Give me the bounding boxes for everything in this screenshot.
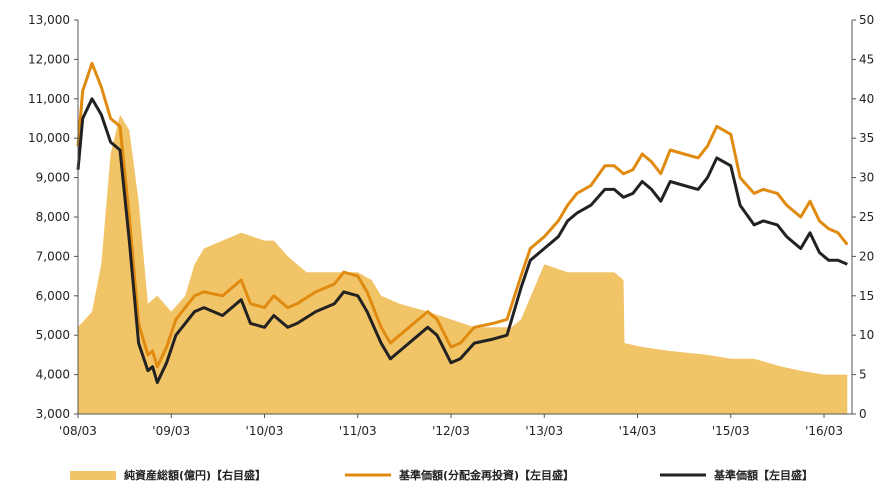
y2-tick-label: 25 xyxy=(859,210,874,224)
y-tick-label: 7,000 xyxy=(36,249,70,263)
x-tick-label: '08/03 xyxy=(59,424,97,438)
legend-label: 純資産総額(億円)【右目盛】 xyxy=(124,468,266,482)
y-tick-label: 5,000 xyxy=(36,328,70,342)
y2-tick-label: 10 xyxy=(859,328,874,342)
x-tick-label: '12/03 xyxy=(432,424,470,438)
legend-swatch-area xyxy=(70,471,116,480)
y2-tick-label: 45 xyxy=(859,52,874,66)
x-tick-label: '10/03 xyxy=(246,424,284,438)
legend-label: 基準価額【左目盛】 xyxy=(713,468,813,482)
y-tick-label: 3,000 xyxy=(36,407,70,421)
series-line-nav xyxy=(76,97,848,384)
y2-tick-label: 0 xyxy=(859,407,867,421)
y-tick-label: 11,000 xyxy=(28,92,70,106)
x-tick-label: '13/03 xyxy=(525,424,563,438)
plot-area xyxy=(76,61,849,414)
y-tick-label: 8,000 xyxy=(36,210,70,224)
series-line-reinvested-nav xyxy=(76,61,849,369)
x-tick-label: '09/03 xyxy=(152,424,190,438)
x-tick-label: '15/03 xyxy=(712,424,750,438)
y-tick-label: 12,000 xyxy=(28,52,70,66)
y-tick-label: 9,000 xyxy=(36,171,70,185)
y2-tick-label: 50 xyxy=(859,13,874,27)
y2-tick-label: 15 xyxy=(859,289,874,303)
axes: 3,000 4,000 5,000 6,000 7,000 8,000 9,000 10,00… xyxy=(28,13,874,438)
y2-tick-label: 35 xyxy=(859,131,874,145)
y2-tick-label: 20 xyxy=(859,249,874,263)
y-tick-label: 6,000 xyxy=(36,289,70,303)
x-tick-label: '14/03 xyxy=(619,424,657,438)
y2-tick-label: 5 xyxy=(859,368,867,382)
y-tick-label: 10,000 xyxy=(28,131,70,145)
legend-label: 基準価額(分配金再投資)【左目盛】 xyxy=(398,468,574,482)
legend: 純資産総額(億円)【右目盛】 基準価額(分配金再投資)【左目盛】 基準価額【左目盛】 xyxy=(70,468,813,482)
y2-tick-label: 30 xyxy=(859,171,874,185)
y2-tick-label: 40 xyxy=(859,92,874,106)
x-tick-label: '16/03 xyxy=(805,424,843,438)
y-tick-label: 13,000 xyxy=(28,13,70,27)
y-tick-label: 4,000 xyxy=(36,368,70,382)
series-area-net-assets xyxy=(78,114,848,414)
x-tick-label: '11/03 xyxy=(339,424,377,438)
